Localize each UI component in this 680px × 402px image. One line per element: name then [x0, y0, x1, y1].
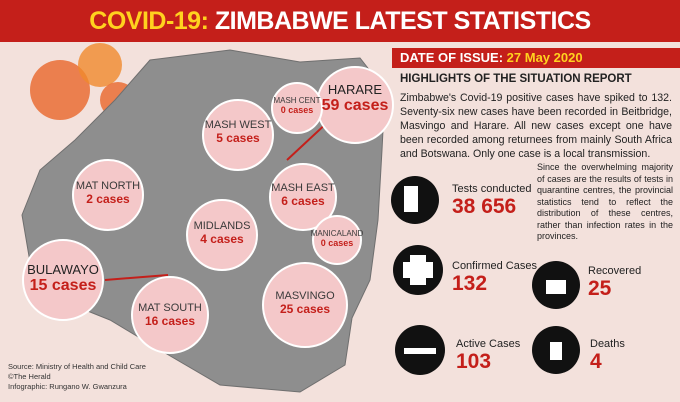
province-name: MAT SOUTH: [138, 302, 202, 314]
province-name: MANICALAND: [310, 229, 364, 238]
province-name: MIDLANDS: [193, 220, 251, 232]
stat-value: 4: [590, 350, 602, 373]
province-cases: 4 cases: [200, 232, 244, 246]
issue-bar: DATE OF ISSUE: 27 May 2020: [392, 48, 680, 68]
stat-value: 25: [588, 277, 612, 300]
province: HARARE 59 cases: [322, 82, 400, 115]
province-cases: 16 cases: [144, 314, 196, 328]
province: MASH EAST 6 cases: [271, 182, 348, 208]
province-cases: 0 cases: [320, 238, 354, 248]
stat-label: Deaths: [590, 338, 625, 350]
issue-label: DATE OF ISSUE:: [400, 50, 504, 65]
stat-label: Active Cases: [456, 338, 521, 350]
stat: Confirmed Cases 132: [452, 260, 537, 296]
province: MIDLANDS 4 cases: [194, 220, 267, 246]
province: BULAWAYO 15 cases: [27, 262, 108, 295]
province: MAT NORTH 2 cases: [76, 180, 153, 206]
province-name: BULAWAYO: [27, 262, 99, 277]
title-prefix: COVID-19:: [89, 7, 209, 35]
province-name: MASH WEST: [204, 119, 272, 131]
issue-date: 27 May 2020: [506, 50, 583, 65]
highlights-heading: HIGHLIGHTS OF THE SITUATION REPORT: [400, 73, 632, 85]
stat-value: 38 656: [452, 195, 517, 218]
province: MASH CENT 0 cases: [273, 96, 342, 115]
province-cases: 2 cases: [86, 192, 130, 206]
province-cases: 0 cases: [280, 105, 314, 115]
province-cases: 6 cases: [281, 194, 325, 208]
province: MAT SOUTH 16 cases: [138, 302, 215, 328]
province-cases: 25 cases: [279, 302, 331, 316]
note: Since the overwhelming majority of cases…: [537, 162, 673, 241]
province-cases: 15 cases: [29, 277, 97, 294]
source-line: Infographic: Rungano W. Gwanzura: [8, 382, 127, 391]
province: MASH WEST 5 cases: [205, 119, 283, 145]
pointer: [104, 274, 169, 281]
stat-value: 103: [456, 350, 492, 373]
province: MASVINGO 25 cases: [275, 290, 350, 316]
stat-label: Tests conducted: [452, 183, 532, 195]
stat: Tests conducted 38 656: [452, 183, 532, 219]
stat-label: Confirmed Cases: [452, 260, 537, 272]
icon-glyphs: [403, 186, 566, 360]
province-cases: 5 cases: [216, 131, 260, 145]
province-name: HARARE: [327, 82, 383, 97]
virus-image: [78, 43, 122, 87]
source-line: Source: Ministry of Health and Child Car…: [8, 362, 146, 371]
province-name: MASH EAST: [271, 182, 335, 194]
stat-value: 132: [452, 272, 488, 295]
province-name: MASVINGO: [275, 290, 335, 302]
stat: Active Cases 103: [456, 338, 520, 374]
source-line: ©The Herald: [8, 372, 51, 381]
source: Source: Ministry of Health and Child Car…: [8, 362, 146, 392]
province-name: MASH CENT: [273, 96, 321, 105]
highlights-text: Zimbabwe's Covid-19 positive cases have …: [400, 92, 672, 160]
province-name: MAT NORTH: [75, 180, 141, 192]
stat: Deaths 4: [590, 338, 625, 374]
virus-image: [30, 60, 90, 120]
title: COVID-19: ZIMBABWE LATEST STATISTICS: [0, 0, 680, 42]
stat: Recovered 25: [588, 265, 641, 301]
stat-label: Recovered: [588, 265, 642, 277]
province: MANICALAND 0 cases: [311, 229, 382, 248]
province-cases: 59 cases: [321, 97, 389, 114]
title-text: ZIMBABWE LATEST STATISTICS: [214, 7, 591, 35]
bubbles: [22, 66, 394, 354]
